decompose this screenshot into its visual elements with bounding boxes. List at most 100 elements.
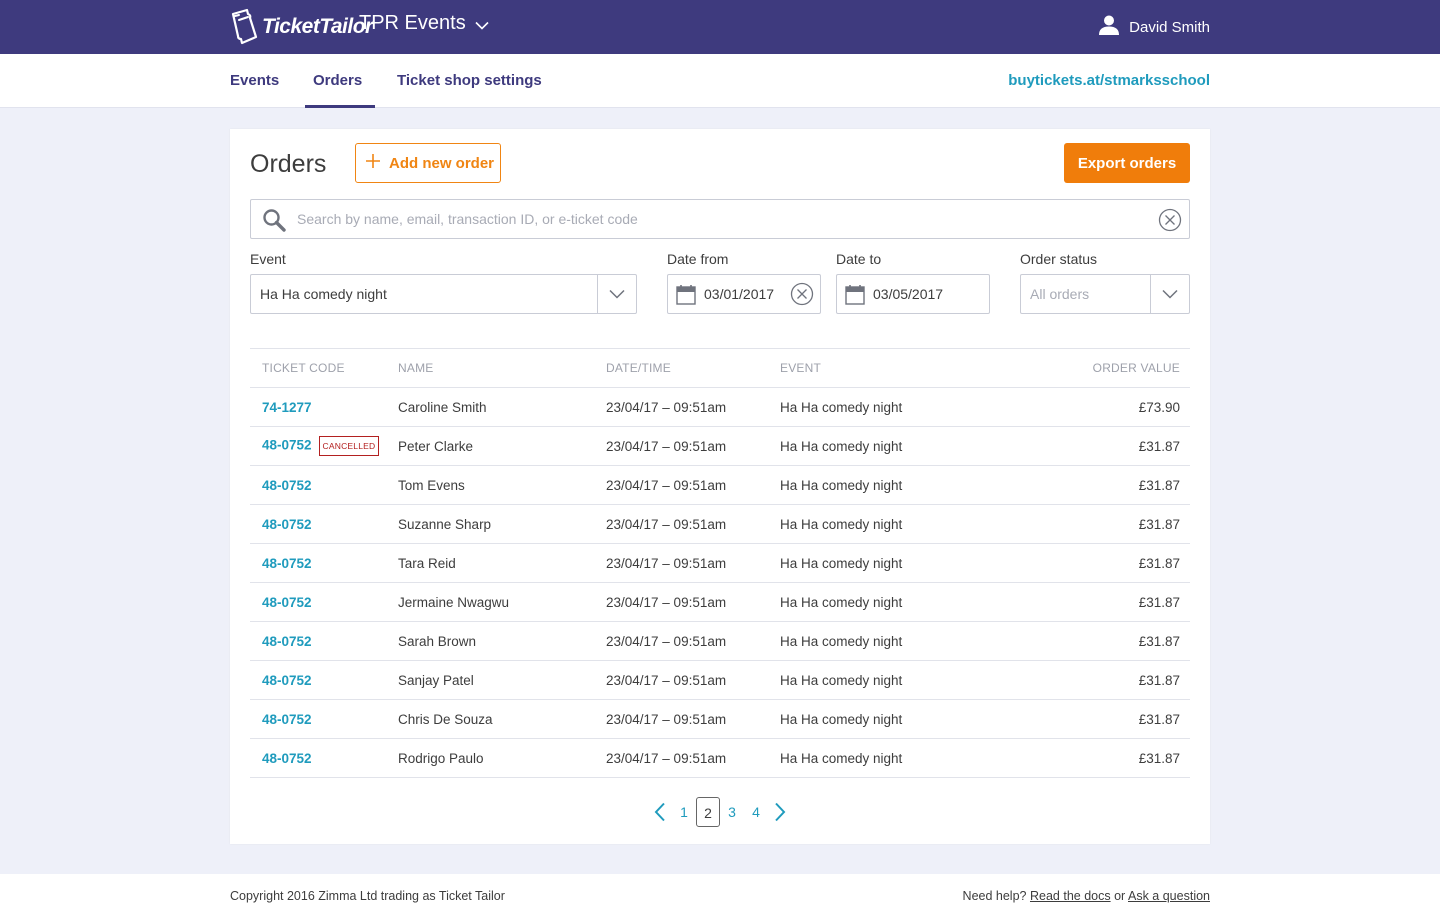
date-to-value: 03/05/2017 — [873, 286, 944, 302]
export-orders-button[interactable]: Export orders — [1064, 143, 1190, 183]
tab-orders[interactable]: Orders — [304, 54, 376, 108]
event-cell: Ha Ha comedy night — [780, 699, 1030, 739]
order-value-cell: £31.87 — [1030, 582, 1190, 622]
datetime-cell: 23/04/17 – 09:51am — [606, 387, 780, 427]
date-from-field[interactable]: 03/01/2017 — [667, 274, 821, 314]
ticket-code-cell[interactable]: 48-0752 — [250, 543, 398, 583]
name-cell: Tara Reid — [398, 543, 606, 583]
ticket-code-link[interactable]: 48-0752 — [262, 437, 312, 453]
page-link-2[interactable]: 2 — [696, 797, 720, 827]
page-link-3[interactable]: 3 — [728, 804, 736, 820]
order-status-placeholder: All orders — [1030, 286, 1090, 302]
date-from-label: Date from — [667, 251, 729, 267]
ticket-code-link[interactable]: 48-0752 — [262, 672, 312, 688]
event-cell: Ha Ha comedy night — [780, 426, 1030, 466]
table-row[interactable]: 48-0752 Suzanne Sharp 23/04/17 – 09:51am Ha… — [250, 504, 1190, 544]
column-header-event[interactable]: EVENT — [780, 348, 1030, 388]
table-header-row: TICKET CODE NAME DATE/TIME EVENT ORDER V… — [250, 348, 1190, 388]
ticket-code-cell[interactable]: 48-0752 — [250, 582, 398, 622]
chevron-left-icon[interactable] — [648, 797, 672, 827]
ticket-code-cell[interactable]: 48-0752 — [250, 504, 398, 544]
table-row[interactable]: 48-0752 Tom Evens 23/04/17 – 09:51am Ha Ha … — [250, 465, 1190, 505]
name-cell: Tom Evens — [398, 465, 606, 505]
copyright-text: Copyright 2016 Zimma Ltd trading as Tick… — [230, 889, 505, 903]
table-row[interactable]: 48-0752 Sanjay Patel 23/04/17 – 09:51am Ha … — [250, 660, 1190, 700]
event-cell: Ha Ha comedy night — [780, 543, 1030, 583]
order-value-cell: £31.87 — [1030, 465, 1190, 505]
ticket-code-link[interactable]: 48-0752 — [262, 633, 312, 649]
column-header-name[interactable]: NAME — [398, 348, 606, 388]
event-cell: Ha Ha comedy night — [780, 660, 1030, 700]
chevron-down-icon[interactable] — [597, 275, 636, 313]
name-cell: Suzanne Sharp — [398, 504, 606, 544]
shop-url-link[interactable]: buytickets.at/stmarksschool — [1008, 72, 1210, 89]
datetime-cell: 23/04/17 – 09:51am — [606, 660, 780, 700]
table-row[interactable]: 48-0752 Chris De Souza 23/04/17 – 09:51am H… — [250, 699, 1190, 739]
table-row[interactable]: 48-0752 Tara Reid 23/04/17 – 09:51am Ha Ha … — [250, 543, 1190, 583]
orders-table: TICKET CODE NAME DATE/TIME EVENT ORDER V… — [250, 348, 1190, 778]
ticket-code-link[interactable]: 48-0752 — [262, 711, 312, 727]
event-select-value: Ha Ha comedy night — [260, 286, 387, 302]
table-row[interactable]: 48-0752 Sarah Brown 23/04/17 – 09:51am Ha H… — [250, 621, 1190, 661]
event-select[interactable]: Ha Ha comedy night — [250, 274, 637, 314]
page-link-4[interactable]: 4 — [752, 804, 760, 820]
help-text: Need help? Read the docs or Ask a questi… — [963, 889, 1210, 903]
need-help-label: Need help? — [962, 889, 1027, 903]
ticket-code-link[interactable]: 48-0752 — [262, 555, 312, 571]
event-cell: Ha Ha comedy night — [780, 465, 1030, 505]
ticket-code-cell[interactable]: 48-0752 — [250, 699, 398, 739]
table-row[interactable]: 48-0752 Jermaine Nwagwu 23/04/17 – 09:51am… — [250, 582, 1190, 622]
search-input[interactable] — [297, 200, 1147, 238]
ticket-code-link[interactable]: 48-0752 — [262, 594, 312, 610]
user-menu[interactable]: David Smith — [1098, 14, 1210, 40]
column-header-ticket-code[interactable]: TICKET CODE — [250, 348, 398, 388]
datetime-cell: 23/04/17 – 09:51am — [606, 699, 780, 739]
chevron-down-icon[interactable] — [1150, 275, 1189, 313]
name-cell: Jermaine Nwagwu — [398, 582, 606, 622]
name-cell: Rodrigo Paulo — [398, 738, 606, 778]
event-filter-label: Event — [250, 251, 286, 267]
clear-icon[interactable] — [790, 282, 814, 309]
ticket-code-link[interactable]: 48-0752 — [262, 750, 312, 766]
ticket-code-cell[interactable]: 48-0752 — [250, 738, 398, 778]
ticket-code-cell[interactable]: 48-0752 — [250, 621, 398, 661]
table-row[interactable]: 74-1277 Caroline Smith 23/04/17 – 09:51am H… — [250, 387, 1190, 427]
ticket-code-cell[interactable]: 48-0752 — [250, 465, 398, 505]
order-status-select[interactable]: All orders — [1020, 274, 1190, 314]
name-cell: Sanjay Patel — [398, 660, 606, 700]
ticket-code-cell[interactable]: 48-0752 CANCELLED — [250, 426, 398, 466]
tab-ticket-shop-settings[interactable]: Ticket shop settings — [397, 72, 542, 89]
ticket-code-link[interactable]: 74-1277 — [262, 399, 312, 415]
datetime-cell: 23/04/17 – 09:51am — [606, 543, 780, 583]
clear-icon[interactable] — [1158, 208, 1182, 237]
page-link-1[interactable]: 1 — [680, 804, 688, 820]
brand-logo[interactable]: TicketTailor — [230, 7, 373, 47]
ticket-code-link[interactable]: 48-0752 — [262, 516, 312, 532]
read-docs-link[interactable]: Read the docs — [1029, 889, 1111, 903]
column-header-order-value[interactable]: ORDER VALUE — [1030, 348, 1190, 388]
name-cell: Peter Clarke — [398, 426, 606, 466]
add-new-order-button[interactable]: Add new order — [355, 143, 501, 183]
plus-icon — [365, 153, 381, 173]
org-switcher[interactable]: TPR Events — [359, 11, 489, 36]
tab-events[interactable]: Events — [230, 72, 280, 89]
order-value-cell: £31.87 — [1030, 699, 1190, 739]
search-icon — [262, 208, 286, 237]
date-from-value: 03/01/2017 — [704, 286, 775, 302]
user-name: David Smith — [1129, 18, 1210, 36]
chevron-right-icon[interactable] — [768, 797, 792, 827]
table-row[interactable]: 48-0752 Rodrigo Paulo 23/04/17 – 09:51am Ha… — [250, 738, 1190, 778]
chevron-down-icon — [475, 13, 489, 36]
event-cell: Ha Ha comedy night — [780, 504, 1030, 544]
ticket-code-link[interactable]: 48-0752 — [262, 477, 312, 493]
ask-question-link[interactable]: Ask a question — [1128, 889, 1210, 903]
ticket-code-cell[interactable]: 48-0752 — [250, 660, 398, 700]
name-cell: Sarah Brown — [398, 621, 606, 661]
column-header-datetime[interactable]: DATE/TIME — [606, 348, 780, 388]
date-to-field[interactable]: 03/05/2017 — [836, 274, 990, 314]
pagination: 1 2 3 4 — [230, 797, 1210, 827]
ticket-code-cell[interactable]: 74-1277 — [250, 387, 398, 427]
table-row[interactable]: 48-0752 CANCELLED Peter Clarke 23/04/17 – 0… — [250, 426, 1190, 466]
datetime-cell: 23/04/17 – 09:51am — [606, 504, 780, 544]
calendar-icon — [845, 284, 865, 308]
